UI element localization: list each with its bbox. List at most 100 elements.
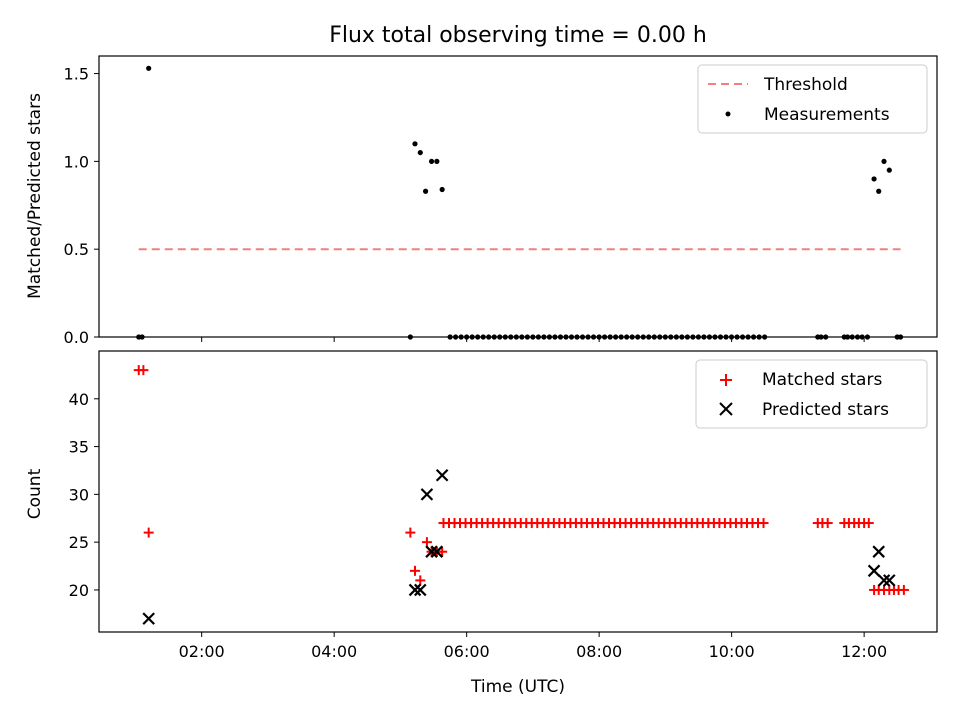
matched-star-point: [758, 518, 769, 529]
matched-star-point: [822, 518, 833, 529]
measurement-point: [502, 334, 508, 340]
measurement-point: [530, 334, 536, 340]
matched-star-point: [415, 575, 426, 586]
measurement-point: [546, 334, 553, 340]
bottom-x-tick-label: 10:00: [709, 642, 755, 661]
measurement-point: [728, 334, 735, 340]
measurement-point: [458, 334, 464, 340]
measurements-legend-label: Measurements: [764, 105, 890, 125]
measurement-point: [849, 334, 855, 340]
measurement-point: [422, 188, 429, 194]
measurement-point: [864, 334, 871, 340]
measurement-point: [491, 334, 497, 340]
measurement-point: [734, 334, 740, 340]
measurement-point: [751, 334, 757, 340]
measurement-point: [756, 334, 762, 340]
measurement-point: [453, 334, 459, 340]
measurement-point: [723, 334, 729, 340]
bottom-legend: Matched stars Predicted stars: [695, 359, 928, 429]
bottom-y-tick-label: 35: [69, 438, 89, 457]
matched-star-point: [898, 584, 909, 595]
measurement-point: [662, 334, 668, 340]
measurement-point: [844, 334, 851, 340]
measurement-point: [568, 334, 575, 340]
top-y-tick-label: 1.0: [64, 152, 89, 171]
measurement-point: [876, 188, 882, 194]
matched-legend-marker: [720, 374, 732, 386]
measurement-point: [640, 334, 646, 340]
top-y-ticks: 0.0 0.5 1.0 1.5: [64, 65, 99, 347]
matched-star-point: [405, 527, 416, 538]
measurement-point: [475, 334, 481, 340]
measurement-point: [646, 334, 652, 340]
matched-star-point: [143, 527, 154, 538]
x-axis-label: Time (UTC): [470, 677, 565, 697]
measurement-point: [618, 334, 624, 340]
measurement-point: [668, 334, 674, 340]
bottom-y-tick-label: 40: [69, 390, 89, 409]
measurement-point: [434, 158, 440, 164]
predicted-star-point: [420, 488, 434, 501]
bottom-x-tick-label: 04:00: [311, 642, 357, 661]
measurement-point: [585, 334, 591, 340]
measurement-point: [859, 334, 865, 340]
measurement-point: [596, 334, 602, 340]
measurement-point: [854, 334, 861, 340]
matched-star-point: [138, 365, 149, 376]
bottom-y-axis-label: Count: [25, 468, 45, 519]
measurement-point: [739, 334, 746, 340]
measurement-point: [871, 176, 877, 182]
measurement-point: [706, 334, 713, 340]
measurement-point: [407, 334, 413, 340]
top-legend-frame: [697, 64, 928, 134]
measurement-point: [818, 334, 824, 340]
bottom-x-tick-label: 08:00: [576, 642, 622, 661]
bottom-legend-frame: [695, 359, 928, 429]
measurement-point: [552, 334, 558, 340]
measurement-point: [629, 334, 635, 340]
bottom-x-tick-label: 12:00: [841, 642, 887, 661]
top-legend: Threshold Measurements: [697, 64, 928, 134]
predicted-star-point: [872, 545, 885, 558]
bottom-plot-frame: [98, 350, 938, 633]
measurement-point: [684, 334, 690, 340]
measurement-point: [762, 334, 768, 340]
predicted-star-point: [430, 545, 444, 558]
measurement-point: [486, 334, 492, 340]
measurement-point: [823, 334, 829, 340]
predicted-star-point: [435, 468, 449, 482]
bottom-x-tick-label: 06:00: [444, 642, 490, 661]
chart-title: Flux total observing time = 0.00 h: [329, 23, 707, 48]
top-y-tick-label: 1.5: [64, 65, 89, 84]
measurement-point: [602, 334, 608, 340]
measurement-point: [447, 334, 453, 340]
bottom-marks: [133, 365, 909, 625]
measurement-point: [508, 334, 514, 340]
measurement-point: [146, 65, 152, 71]
measurement-point: [417, 149, 423, 156]
top-y-tick-label: 0.5: [64, 240, 89, 259]
matched-star-point: [421, 537, 432, 548]
measurement-point: [513, 334, 519, 340]
bottom-y-tick-label: 20: [69, 581, 89, 600]
predicted-star-point: [425, 545, 438, 558]
measurement-point: [480, 334, 486, 340]
predicted-star-point: [408, 583, 422, 597]
measurement-point: [607, 334, 613, 340]
measurement-point: [690, 334, 696, 340]
threshold-legend-label: Threshold: [763, 75, 848, 95]
predicted-star-point: [414, 583, 427, 597]
top-marks: [136, 65, 904, 340]
bottom-y-tick-label: 25: [69, 533, 89, 552]
measurement-point: [712, 334, 718, 340]
measurement-point: [469, 334, 475, 340]
bottom-panel: 20 25 30 35 40 02:00 04:00 06:00 08:00 10:00 12:0…: [25, 350, 938, 697]
measurement-point: [679, 334, 685, 340]
predicted-star-point: [142, 612, 155, 625]
measurement-point: [412, 141, 418, 147]
measurement-point: [524, 334, 530, 340]
measurement-point: [535, 334, 541, 340]
measurement-point: [886, 167, 892, 173]
measurement-point: [717, 334, 724, 340]
measurement-point: [897, 334, 904, 340]
